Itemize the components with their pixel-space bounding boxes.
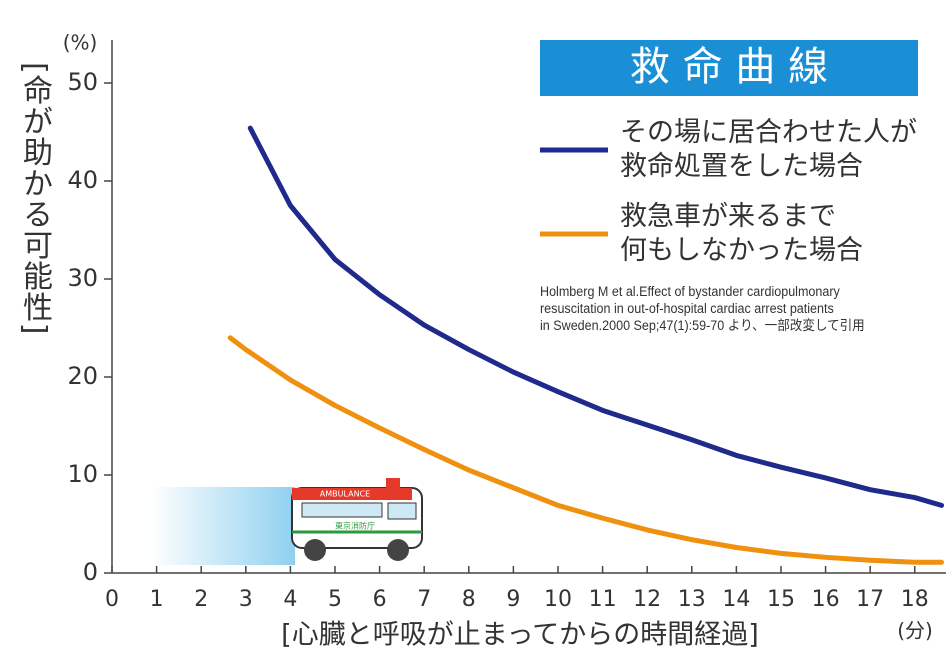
- x-tick-label: 2: [194, 587, 208, 612]
- y-tick-label: 40: [67, 166, 98, 194]
- citation: Holmberg M et al.Effect of bystander car…: [540, 284, 865, 333]
- ambulance-label: AMBULANCE: [320, 490, 370, 499]
- x-tick-label: 9: [506, 587, 520, 612]
- title-box: [540, 40, 918, 96]
- y-tick-label: 50: [67, 68, 98, 96]
- y-tick-label: 30: [67, 264, 98, 292]
- x-tick-label: 12: [633, 587, 661, 612]
- y-tick-label: 0: [83, 558, 98, 586]
- x-tick-label: 18: [901, 587, 929, 612]
- background-band: [150, 487, 295, 565]
- x-unit: (分): [897, 619, 933, 643]
- wheel: [387, 539, 409, 561]
- x-tick-label: 4: [283, 587, 297, 612]
- x-tick-label: 1: [150, 587, 164, 612]
- x-tick-label: 13: [678, 587, 706, 612]
- x-tick-label: 11: [589, 587, 617, 612]
- x-tick-label: 15: [767, 587, 795, 612]
- series-line: [247, 125, 945, 508]
- chart-title: 救 命 曲 線: [630, 44, 828, 90]
- x-tick-label: 5: [328, 587, 342, 612]
- x-tick-label: 6: [373, 587, 387, 612]
- x-tick-label: 0: [105, 587, 119, 612]
- wheel: [304, 539, 326, 561]
- ambulance-text: 東京消防庁: [335, 521, 375, 531]
- y-unit: (%): [63, 31, 98, 55]
- series-line: [227, 335, 945, 565]
- ambulance-light: [386, 478, 400, 488]
- legend-label: その場に居合わせた人が 救命処置をした場合: [620, 117, 917, 182]
- ambulance: AMBULANCE 東京消防庁: [291, 478, 423, 561]
- x-axis-label: [心臓と呼吸が止まってからの時間経過]: [281, 620, 759, 651]
- x-tick-label: 17: [856, 587, 884, 612]
- x-tick-label: 8: [462, 587, 476, 612]
- x-tick-label: 16: [812, 587, 840, 612]
- x-tick-label: 10: [544, 587, 572, 612]
- x-tick-label: 3: [239, 587, 253, 612]
- y-tick-label: 10: [67, 460, 98, 488]
- y-axis-label: [命が助かる可能性]: [17, 62, 52, 336]
- legend-label: 救急車が来るまで 何もしなかった場合: [620, 201, 863, 266]
- ambulance-window: [387, 502, 417, 520]
- y-tick-label: 20: [67, 362, 98, 390]
- ambulance-stripe: [292, 488, 412, 500]
- ambulance-window: [301, 502, 383, 518]
- x-tick-label: 7: [417, 587, 431, 612]
- x-tick-label: 14: [722, 587, 750, 612]
